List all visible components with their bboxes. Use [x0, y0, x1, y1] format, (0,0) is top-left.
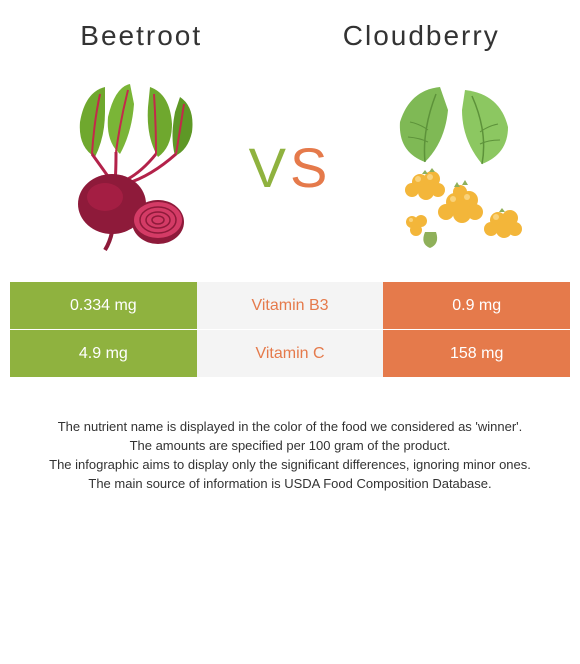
cell-right-value: 0.9 mg [383, 282, 570, 329]
vs-label: VS [249, 135, 332, 200]
footnote: The nutrient name is displayed in the co… [20, 418, 560, 437]
left-title: Beetroot [80, 20, 202, 52]
nutrient-label: Vitamin C [255, 345, 324, 363]
cloudberry-icon [370, 82, 530, 252]
images-row: VS [0, 62, 580, 282]
right-title: Cloudberry [343, 20, 500, 52]
vs-v: V [249, 136, 290, 199]
footnote: The amounts are specified per 100 gram o… [20, 437, 560, 456]
vs-s: S [290, 136, 331, 199]
nutrient-label: Vitamin B3 [251, 297, 328, 315]
table-row: 4.9 mg Vitamin C 158 mg [10, 330, 570, 378]
comparison-table: 0.334 mg Vitamin B3 0.9 mg 4.9 mg Vitami… [0, 282, 580, 378]
table-row: 0.334 mg Vitamin B3 0.9 mg [10, 282, 570, 330]
footnote: The infographic aims to display only the… [20, 456, 560, 475]
header: Beetroot Cloudberry [0, 0, 580, 62]
footnotes: The nutrient name is displayed in the co… [0, 378, 580, 513]
footnote: The main source of information is USDA F… [20, 475, 560, 494]
cell-nutrient-label: Vitamin B3 [197, 282, 384, 329]
cell-left-value: 0.334 mg [10, 282, 197, 329]
cell-nutrient-label: Vitamin C [197, 330, 384, 377]
cell-right-value: 158 mg [383, 330, 570, 377]
beetroot-icon [50, 82, 210, 252]
cell-left-value: 4.9 mg [10, 330, 197, 377]
